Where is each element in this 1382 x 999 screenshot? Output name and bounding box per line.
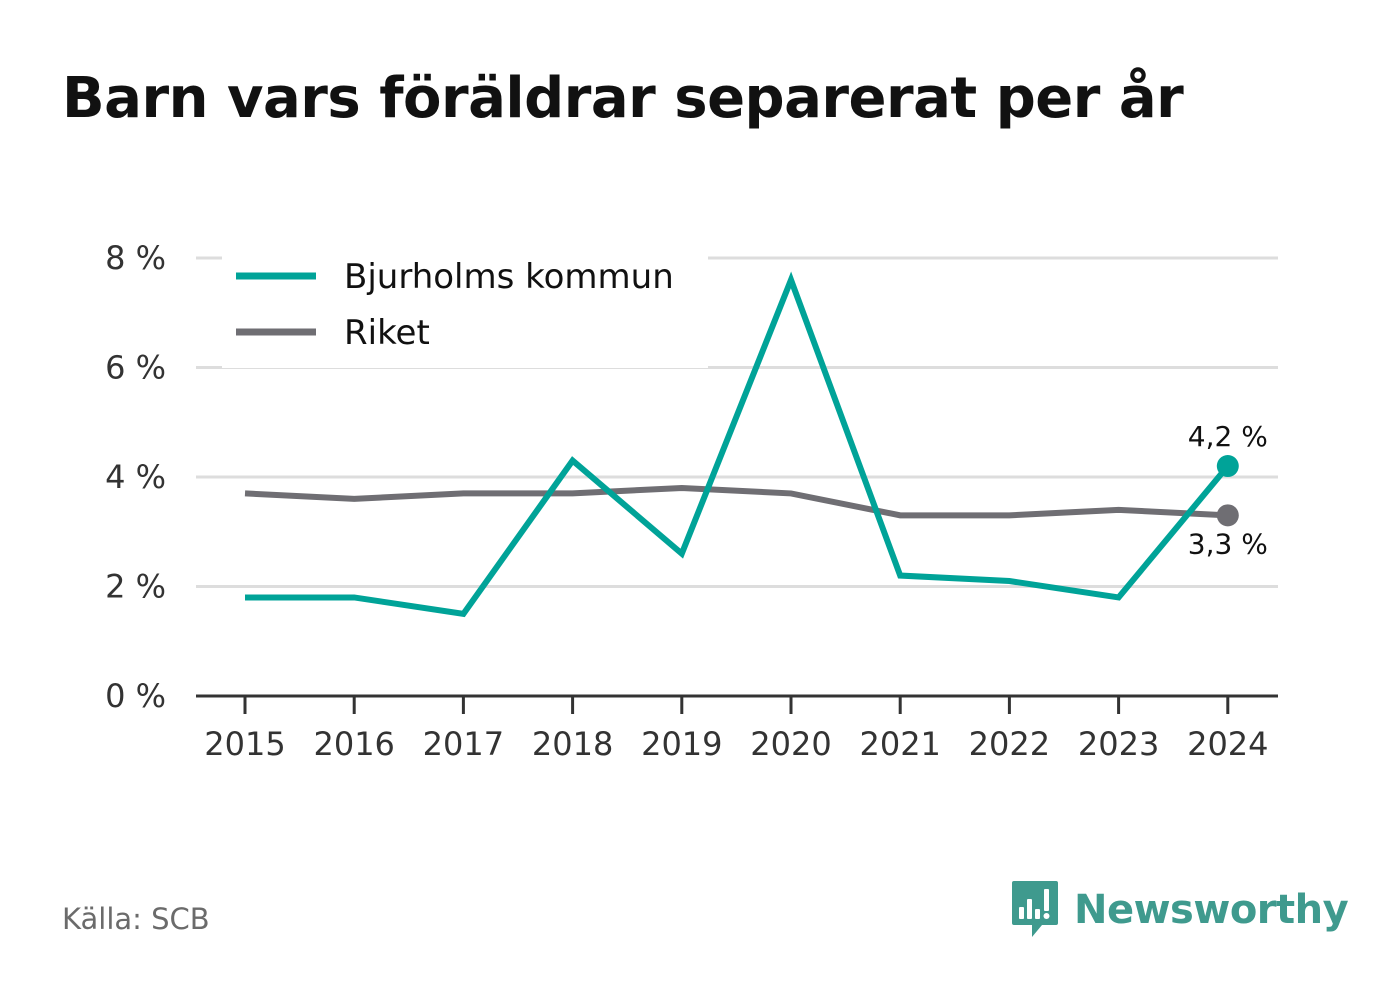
legend-label: Bjurholms kommun	[344, 257, 674, 297]
x-tick-label: 2023	[1078, 725, 1159, 763]
legend: Bjurholms kommun Riket	[222, 240, 708, 368]
series-line	[244, 484, 1228, 519]
x-tick-label: 2022	[969, 725, 1050, 763]
y-tick-label: 2 %	[105, 568, 166, 606]
end-labels: 4,2 % 3,3 %	[1188, 420, 1268, 560]
series-lines	[244, 271, 1239, 618]
y-tick-label: 6 %	[105, 349, 166, 387]
source-note: Källa: SCB	[62, 902, 210, 936]
series-line	[245, 271, 1231, 618]
x-tick-label: 2020	[750, 725, 831, 763]
newsworthy-logo-icon	[1012, 881, 1058, 937]
x-axis	[196, 694, 1278, 714]
x-tick-label: 2015	[204, 725, 285, 763]
y-axis-tick-labels: 0 % 2 % 4 % 6 % 8 %	[105, 239, 166, 715]
newsworthy-logo: Newsworthy	[1010, 878, 1349, 942]
x-tick-label: 2024	[1187, 725, 1268, 763]
legend-background	[222, 240, 708, 368]
x-tick-label: 2018	[532, 725, 613, 763]
x-axis-tick-labels: 2015 2016 2017 2018 2019 2020 2021 2022 2023 2024	[204, 725, 1268, 763]
series-end-point	[1216, 455, 1239, 478]
y-tick-label: 0 %	[105, 677, 166, 715]
y-tick-label: 4 %	[105, 458, 166, 496]
y-tick-label: 8 %	[105, 239, 166, 277]
chart-title: Barn vars föräldrar separerat per år	[62, 66, 1184, 131]
x-tick-label: 2021	[859, 725, 940, 763]
end-value-label: 3,3 %	[1188, 527, 1268, 560]
brand-name: Newsworthy	[1074, 887, 1349, 933]
x-tick-label: 2019	[641, 725, 722, 763]
legend-label: Riket	[344, 313, 430, 353]
x-tick-label: 2017	[423, 725, 504, 763]
series-end-point	[1216, 504, 1239, 527]
end-value-label: 4,2 %	[1188, 420, 1268, 453]
x-tick-label: 2016	[313, 725, 394, 763]
